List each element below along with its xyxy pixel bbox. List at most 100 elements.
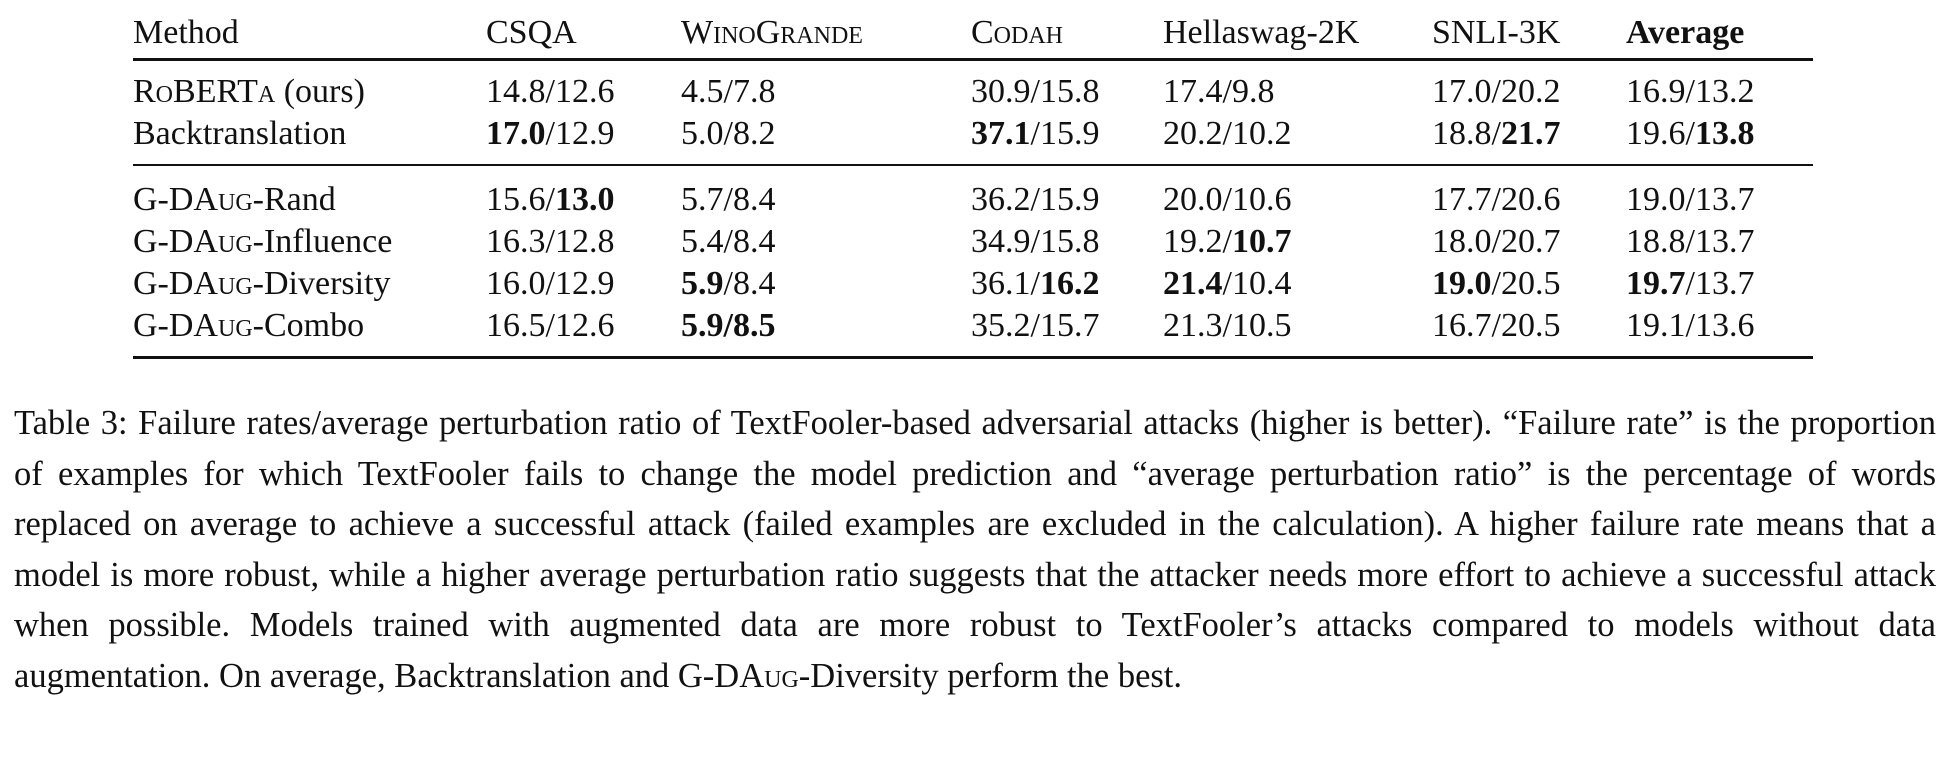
score-cell: 18.0/20.7 [1432,221,1626,263]
perturbation-ratio: 20.5 [1500,307,1561,344]
failure-rate: 16.9 [1626,73,1686,110]
perturbation-ratio: 15.9 [1039,181,1100,218]
score-cell: 34.9/15.8 [971,221,1163,263]
score-cell: 20.2/10.2 [1163,113,1432,165]
method-name-suffix: (ours) [275,73,365,110]
failure-rate: 19.6 [1626,115,1686,152]
score-cell: 18.8/21.7 [1432,113,1626,165]
separator: / [1030,181,1040,218]
score-cell: 5.7/8.4 [681,165,971,221]
failure-rate: 19.0 [1626,181,1686,218]
separator: / [1222,181,1232,218]
gdaug-group: G-DAug-Rand 15.6/13.0 5.7/8.4 36.2/15.9 20.0… [133,165,1813,358]
score-cell: 5.9/8.5 [681,305,971,358]
separator: / [1491,115,1501,152]
perturbation-ratio: 8.5 [732,307,776,344]
score-cell: 36.2/15.9 [971,165,1163,221]
perturbation-ratio: 13.6 [1694,307,1755,344]
score-cell: 37.1/15.9 [971,113,1163,165]
separator: / [1491,223,1501,260]
method-name: Backtranslation [133,115,347,152]
perturbation-ratio: 8.4 [732,181,776,218]
score-cell: 5.9/8.4 [681,263,971,305]
failure-rate: 16.3 [486,223,546,260]
failure-rate: 36.2 [971,181,1031,218]
perturbation-ratio: 13.0 [554,181,615,218]
perturbation-ratio: 7.8 [732,73,776,110]
perturbation-ratio: 8.2 [732,115,776,152]
failure-rate: 20.0 [1163,181,1223,218]
failure-rate: 35.2 [971,307,1031,344]
method-name: G-DA [133,307,218,344]
failure-rate: 18.8 [1626,223,1686,260]
method-name: G-DA [133,223,218,260]
column-header-csqa: CSQA [486,14,577,51]
failure-rate: 15.6 [486,181,546,218]
results-table: Method CSQA WinoGrande Codah Hellaswag-2K SNL… [133,8,1813,359]
separator: / [545,181,555,218]
perturbation-ratio: 10.5 [1231,307,1292,344]
separator: / [1491,73,1501,110]
method-cell: Backtranslation [133,113,486,165]
perturbation-ratio: 8.4 [732,223,776,260]
separator: / [1222,265,1232,302]
score-cell: 19.0/20.5 [1432,263,1626,305]
failure-rate: 20.2 [1163,115,1223,152]
separator: / [545,115,555,152]
table-row: Backtranslation 17.0/12.9 5.0/8.2 37.1/15.9… [133,113,1813,165]
separator: / [1685,265,1695,302]
failure-rate: 5.4 [681,223,724,260]
separator: / [1222,73,1232,110]
perturbation-ratio: 16.2 [1039,265,1100,302]
column-header-codah: Codah [971,14,1064,51]
header-row: Method CSQA WinoGrande Codah Hellaswag-2K SNL… [133,8,1813,60]
separator: / [545,73,555,110]
failure-rate: 21.4 [1163,265,1223,302]
score-cell: 16.5/12.6 [486,305,681,358]
failure-rate: 18.8 [1432,115,1492,152]
perturbation-ratio: 12.6 [554,307,615,344]
baseline-group: RoBERTa (ours) 14.8/12.6 4.5/7.8 30.9/15.8 1… [133,60,1813,165]
perturbation-ratio: 13.2 [1694,73,1755,110]
score-cell: 5.4/8.4 [681,221,971,263]
method-name-suffix: -Combo [252,307,365,344]
separator: / [1491,181,1501,218]
score-cell: 19.0/13.7 [1626,165,1813,221]
failure-rate: 17.4 [1163,73,1223,110]
score-cell: 35.2/15.7 [971,305,1163,358]
score-cell: 16.9/13.2 [1626,60,1813,114]
perturbation-ratio: 10.2 [1231,115,1292,152]
score-cell: 17.0/12.9 [486,113,681,165]
perturbation-ratio: 12.6 [554,73,615,110]
score-cell: 16.3/12.8 [486,221,681,263]
column-header-winogrande: WinoGrande [681,14,863,51]
separator: / [545,307,555,344]
method-name-suffix: -Rand [252,181,336,218]
perturbation-ratio: 13.7 [1694,181,1755,218]
separator: / [723,115,733,152]
failure-rate: 5.9 [681,265,724,302]
method-cell: G-DAug-Combo [133,305,486,358]
failure-rate: 21.3 [1163,307,1223,344]
score-cell: 19.2/10.7 [1163,221,1432,263]
results-table-container: Method CSQA WinoGrande Codah Hellaswag-2K SNL… [133,8,1813,359]
separator: / [1685,73,1695,110]
column-header-snli-3k: SNLI-3K [1432,14,1561,51]
failure-rate: 16.5 [486,307,546,344]
score-cell: 19.6/13.8 [1626,113,1813,165]
method-cell: G-DAug-Rand [133,165,486,221]
separator: / [1030,223,1040,260]
score-cell: 18.8/13.7 [1626,221,1813,263]
separator: / [545,265,555,302]
score-cell: 16.0/12.9 [486,263,681,305]
separator: / [723,73,733,110]
separator: / [1685,307,1695,344]
method-cell: RoBERTa (ours) [133,60,486,114]
separator: / [1685,181,1695,218]
failure-rate: 17.0 [486,115,546,152]
separator: / [1222,307,1232,344]
perturbation-ratio: 15.8 [1039,223,1100,260]
failure-rate: 34.9 [971,223,1031,260]
failure-rate: 18.0 [1432,223,1492,260]
score-cell: 19.7/13.7 [1626,263,1813,305]
